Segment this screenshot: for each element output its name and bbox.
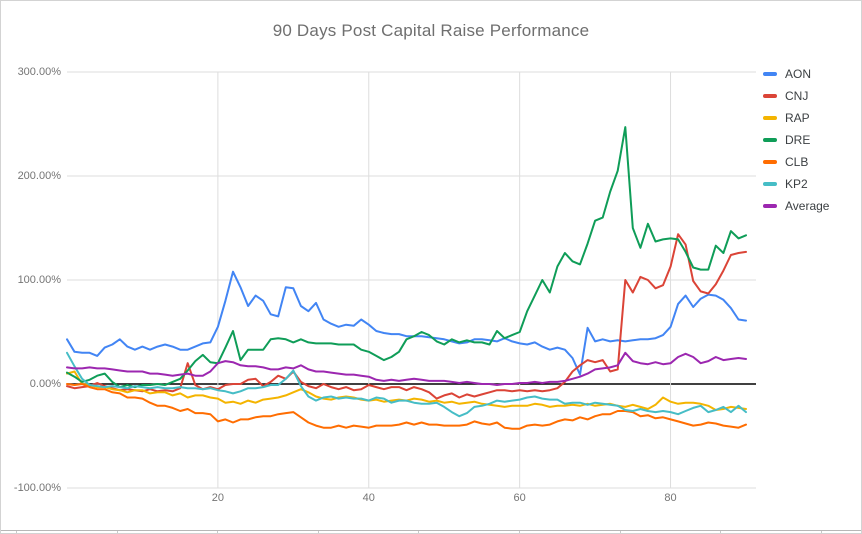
sheet-column-tick — [620, 531, 621, 533]
chart-legend: AON CNJ RAP DRE CLB KP2 Average — [763, 63, 829, 217]
legend-label: RAP — [785, 111, 810, 125]
sheet-column-tick — [418, 531, 419, 533]
legend-swatch-icon — [763, 138, 777, 142]
series-line-average — [66, 351, 747, 386]
series-line-aon — [66, 270, 747, 376]
sheet-row-border — [1, 530, 861, 531]
x-axis-tick-label: 60 — [513, 492, 526, 504]
legend-label: DRE — [785, 133, 811, 147]
series-line-cnj — [66, 233, 747, 400]
series-line-kp2 — [66, 351, 747, 418]
legend-swatch-icon — [763, 94, 777, 98]
y-axis-tick-label: -100.00% — [13, 482, 61, 494]
x-axis-tick-label: 80 — [664, 492, 677, 504]
legend-swatch-icon — [763, 160, 777, 164]
sheet-column-tick — [217, 531, 218, 533]
y-axis-tick-label: 100.00% — [17, 274, 61, 286]
y-axis-tick-label: 200.00% — [17, 170, 61, 182]
chart-title: 90 Days Post Capital Raise Performance — [272, 21, 590, 40]
legend-item-kp2[interactable]: KP2 — [763, 173, 829, 195]
legend-item-dre[interactable]: DRE — [763, 129, 829, 151]
legend-label: CNJ — [785, 89, 809, 103]
legend-swatch-icon — [763, 72, 777, 76]
sheet-column-tick — [16, 531, 17, 533]
y-axis-tick-label: 300.00% — [17, 66, 61, 78]
series-line-clb — [66, 383, 747, 430]
sheet-column-tick — [117, 531, 118, 533]
sheet-column-tick — [519, 531, 520, 533]
legend-item-clb[interactable]: CLB — [763, 151, 829, 173]
legend-label: AON — [785, 67, 812, 81]
x-axis-tick-label: 20 — [211, 492, 224, 504]
legend-label: Average — [785, 199, 830, 213]
legend-label: KP2 — [785, 177, 808, 191]
sheet-column-tick — [821, 531, 822, 533]
legend-item-aon[interactable]: AON — [763, 63, 829, 85]
series-line-dre — [66, 126, 747, 389]
legend-item-average[interactable]: Average — [763, 195, 829, 217]
x-axis-tick-label: 40 — [362, 492, 375, 504]
y-axis-tick-label: 0.00% — [29, 378, 61, 390]
legend-swatch-icon — [763, 116, 777, 120]
legend-swatch-icon — [763, 182, 777, 186]
sheet-column-tick — [318, 531, 319, 533]
legend-item-rap[interactable]: RAP — [763, 107, 829, 129]
legend-label: CLB — [785, 155, 809, 169]
sheet-column-tick — [720, 531, 721, 533]
legend-swatch-icon — [763, 204, 777, 208]
legend-item-cnj[interactable]: CNJ — [763, 85, 829, 107]
